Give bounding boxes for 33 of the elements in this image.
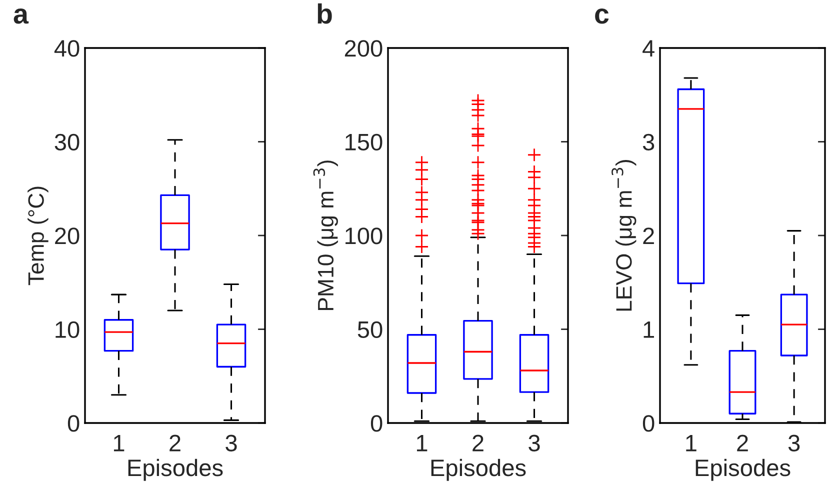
y-tick-label: 3 [642,134,654,151]
y-tick-label: 0 [642,415,654,432]
y-tick-label: 0 [68,415,80,432]
chart-title: c [595,8,609,24]
x-axis-title: Episodes [431,458,526,481]
x-tick-label: 2 [737,434,748,452]
y-axis-title: PM10 (μg m$^{−3}$) [313,160,338,310]
y-tick-label: 50 [358,321,382,338]
y-tick-label: 0 [370,415,382,432]
chart-title: b [318,3,332,24]
x-axis-title: Episodes [128,458,223,481]
x-tick-label: 1 [114,434,124,452]
x-tick-label: 3 [788,434,800,452]
x-tick-label: 1 [686,434,696,452]
x-tick-label: 3 [528,434,540,452]
y-tick-label: 40 [54,40,80,57]
chart-title: a [14,8,29,24]
y-tick-label: 100 [346,228,382,244]
y-tick-label: 20 [55,228,80,244]
y-tick-label: 10 [56,321,80,338]
y-tick-label: 4 [642,40,654,57]
x-axis-title: Episodes [696,458,790,481]
y-axis-title: LEVO (μg m$^{−3}$) [612,160,636,311]
x-tick-label: 1 [416,434,428,452]
y-tick-label: 150 [346,134,382,151]
y-axis-title: Temp (°C) [28,186,48,286]
y-tick-label: 2 [643,228,654,244]
y-tick-label: 30 [54,134,80,151]
x-tick-label: 3 [226,434,237,452]
y-tick-label: 1 [644,322,654,338]
y-tick-label: 200 [344,40,382,57]
x-tick-label: 2 [170,434,180,452]
x-tick-label: 2 [472,434,484,452]
